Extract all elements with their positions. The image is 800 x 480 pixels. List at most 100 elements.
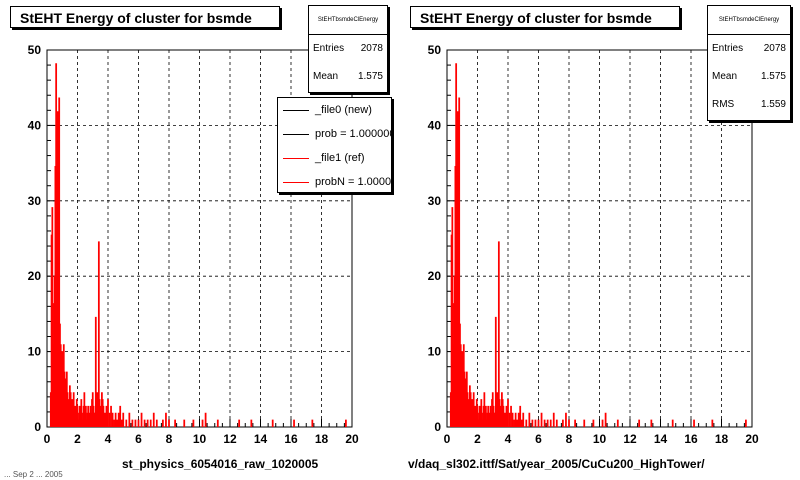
- histogram-bin: [517, 412, 520, 427]
- histogram-bin: [293, 419, 295, 427]
- y-tick-label: 50: [28, 43, 42, 57]
- histogram-bin: [458, 97, 461, 427]
- right-footer-path: v/daq_sl302.ittf/Sat/year_2005/CuCu200_H…: [408, 457, 705, 471]
- y-tick-label: 10: [28, 345, 42, 359]
- histogram-bin: [58, 97, 61, 427]
- histogram-bin: [616, 419, 619, 427]
- legend-label: prob = 1.000000: [315, 128, 392, 140]
- y-tick-label: 30: [28, 194, 42, 208]
- histogram-bin: [140, 412, 143, 427]
- histogram-bin: [483, 392, 486, 427]
- stats-value: 2078: [763, 43, 786, 54]
- histogram-bin: [271, 419, 274, 427]
- histogram-bin: [69, 392, 72, 427]
- histogram-bin: [650, 419, 653, 427]
- histogram-bin: [574, 419, 576, 427]
- histogram-bin: [510, 405, 512, 427]
- histogram-bin: [525, 419, 528, 427]
- x-tick-label: 16: [684, 432, 698, 446]
- x-tick-label: 0: [444, 432, 451, 446]
- x-tick-label: 8: [566, 432, 573, 446]
- histogram-bin: [125, 419, 128, 427]
- stats-value: 2078: [360, 43, 383, 54]
- histogram-bin: [511, 412, 514, 427]
- histogram-bin: [604, 412, 607, 427]
- histogram-bin: [516, 419, 519, 427]
- histogram-bin: [120, 419, 123, 427]
- histogram-bin: [131, 419, 134, 427]
- histogram-bin: [128, 412, 131, 427]
- y-tick-label: 30: [428, 194, 442, 208]
- stats-value: 1.575: [357, 71, 383, 82]
- histogram-bin: [345, 419, 347, 427]
- histogram-bin: [552, 412, 555, 427]
- histogram-bin: [111, 412, 114, 427]
- histogram-bin: [693, 419, 695, 427]
- right-plot-title: StEHT Energy of cluster for bsmde: [410, 6, 680, 28]
- stats-label: Entries: [313, 43, 345, 54]
- histogram-bin: [96, 392, 99, 427]
- histogram-bin: [137, 419, 140, 427]
- x-tick-label: 16: [284, 432, 298, 446]
- histogram-bin: [97, 241, 100, 427]
- legend-entry-file1: _file1 (ref): [278, 146, 391, 170]
- x-tick-label: 6: [535, 432, 542, 446]
- histogram-bin: [508, 412, 511, 427]
- histogram-bin: [122, 412, 125, 427]
- histogram-bin: [745, 419, 747, 427]
- stats-label: RMS: [712, 99, 735, 110]
- histogram-bin: [143, 419, 146, 427]
- stats-row-mean: Mean 1.575: [708, 63, 790, 91]
- x-tick-label: 20: [745, 432, 759, 446]
- legend-line-red: [283, 158, 309, 159]
- legend-line-black: [283, 134, 309, 135]
- histogram-bin: [116, 419, 119, 427]
- histogram-bin: [469, 392, 472, 427]
- histogram-bin: [497, 241, 500, 427]
- stats-row-rms: RMS 1.559: [708, 91, 790, 119]
- histogram-bin: [152, 412, 155, 427]
- histogram-bin: [85, 405, 87, 427]
- histogram-bin: [543, 419, 546, 427]
- histogram-bin: [311, 419, 314, 427]
- legend-box: _file0 (new) prob = 1.000000 _file1 (ref…: [277, 97, 392, 193]
- legend-label: _file1 (ref): [315, 152, 365, 164]
- x-tick-label: 12: [223, 432, 237, 446]
- x-tick-label: 2: [74, 432, 81, 446]
- legend-entry-probn: probN = 1.000000: [278, 170, 392, 192]
- x-tick-label: 18: [315, 432, 329, 446]
- histogram-bin: [519, 405, 522, 427]
- stats-value: 1.575: [760, 71, 786, 82]
- left-footer-filename: st_physics_6054016_raw_1020005: [122, 457, 319, 471]
- histogram-bin: [546, 419, 549, 427]
- stats-label: Mean: [313, 71, 339, 82]
- histogram-bin: [507, 399, 509, 427]
- stats-label: Entries: [712, 43, 744, 54]
- x-tick-label: 4: [505, 432, 512, 446]
- histogram-bin: [114, 412, 117, 427]
- histogram-bin: [110, 405, 112, 427]
- histogram-bin: [494, 316, 497, 427]
- y-tick-label: 50: [428, 43, 442, 57]
- y-tick-label: 0: [434, 420, 441, 434]
- right-stats-box: StEHTbsmdeClEnergy Entries 2078 Mean 1.5…: [707, 5, 791, 121]
- stats-row-entries: Entries 2078: [309, 35, 387, 63]
- left-histogram-panel: 0 2 4 6 8 10 12 14 16 18 20 0 10 20 30 40 50 StEHT Energ…: [4, 5, 392, 479]
- histogram-bin: [496, 392, 499, 427]
- histogram-bin: [238, 419, 241, 427]
- histogram-bin: [472, 392, 475, 427]
- histogram-bin: [201, 419, 204, 427]
- histogram-bin: [568, 419, 570, 427]
- histogram-bin: [155, 419, 158, 427]
- histogram-bin: [476, 405, 479, 427]
- legend-label: probN = 1.000000: [315, 176, 392, 188]
- histogram-bin: [487, 405, 490, 427]
- x-tick-label: 0: [44, 432, 51, 446]
- histogram-bin: [216, 419, 219, 427]
- y-tick-label: 20: [28, 269, 42, 283]
- bottom-left-timestamp: ... Sep 2 ... 2005: [4, 470, 63, 479]
- histogram-bin: [108, 412, 111, 427]
- right-histogram-plot: 0 2 4 6 8 10 12 14 16 18 20 0 10 20 30 40 50: [428, 43, 759, 446]
- x-tick-label: 10: [593, 432, 607, 446]
- histogram-bin: [162, 419, 164, 427]
